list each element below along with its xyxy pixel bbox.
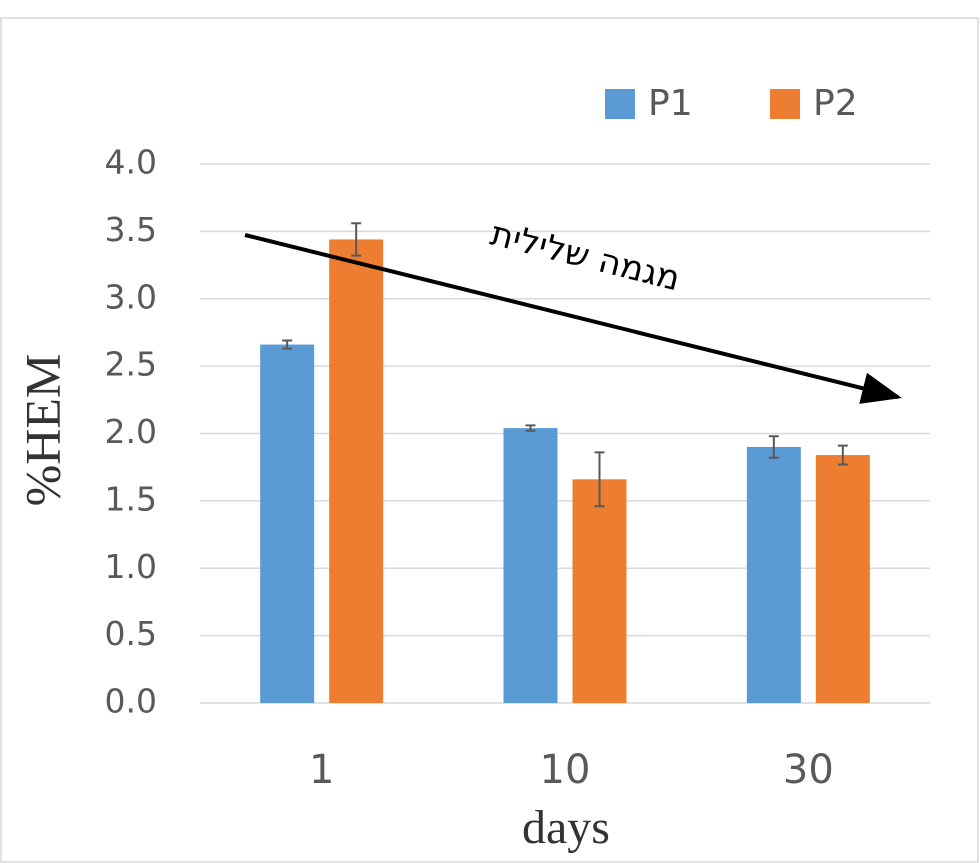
y-tick-label: 2.5 [105, 345, 157, 384]
legend-label: P1 [648, 83, 693, 124]
bar [572, 479, 627, 703]
error-bar [282, 339, 293, 350]
y-tick-label: 1.5 [105, 479, 157, 518]
grid [200, 163, 930, 704]
y-tick-label: 4.0 [105, 143, 157, 182]
bar [329, 239, 384, 703]
error-bar [837, 444, 848, 466]
bar [260, 344, 315, 703]
y-axis-label: %HEM [14, 354, 70, 507]
x-axis-label: days [522, 801, 610, 854]
y-tick-label: 3.5 [105, 210, 157, 249]
legend-swatch [770, 89, 800, 119]
error-bar [768, 435, 779, 459]
y-tick-label: 0.0 [105, 682, 157, 721]
annotation: מגמה שלילית [487, 214, 684, 300]
bar [503, 428, 558, 703]
error-bar [594, 451, 605, 508]
trend-arrow [244, 233, 902, 404]
y-tick-label: 1.0 [105, 547, 157, 586]
error-bar [351, 222, 362, 257]
legend-label: P2 [813, 83, 858, 124]
bar [746, 446, 801, 703]
x-tick-label: 1 [309, 747, 334, 793]
y-tick-label: 3.0 [105, 277, 157, 316]
y-tick-label: 0.5 [105, 614, 157, 653]
bar [815, 455, 870, 703]
marks [260, 222, 870, 703]
x-tick-label: 10 [540, 747, 591, 793]
legend-swatch [605, 89, 635, 119]
y-tick-label: 2.0 [105, 412, 157, 451]
error-bar [525, 424, 536, 432]
chart-border [0, 17, 979, 863]
x-tick-label: 30 [783, 747, 834, 793]
